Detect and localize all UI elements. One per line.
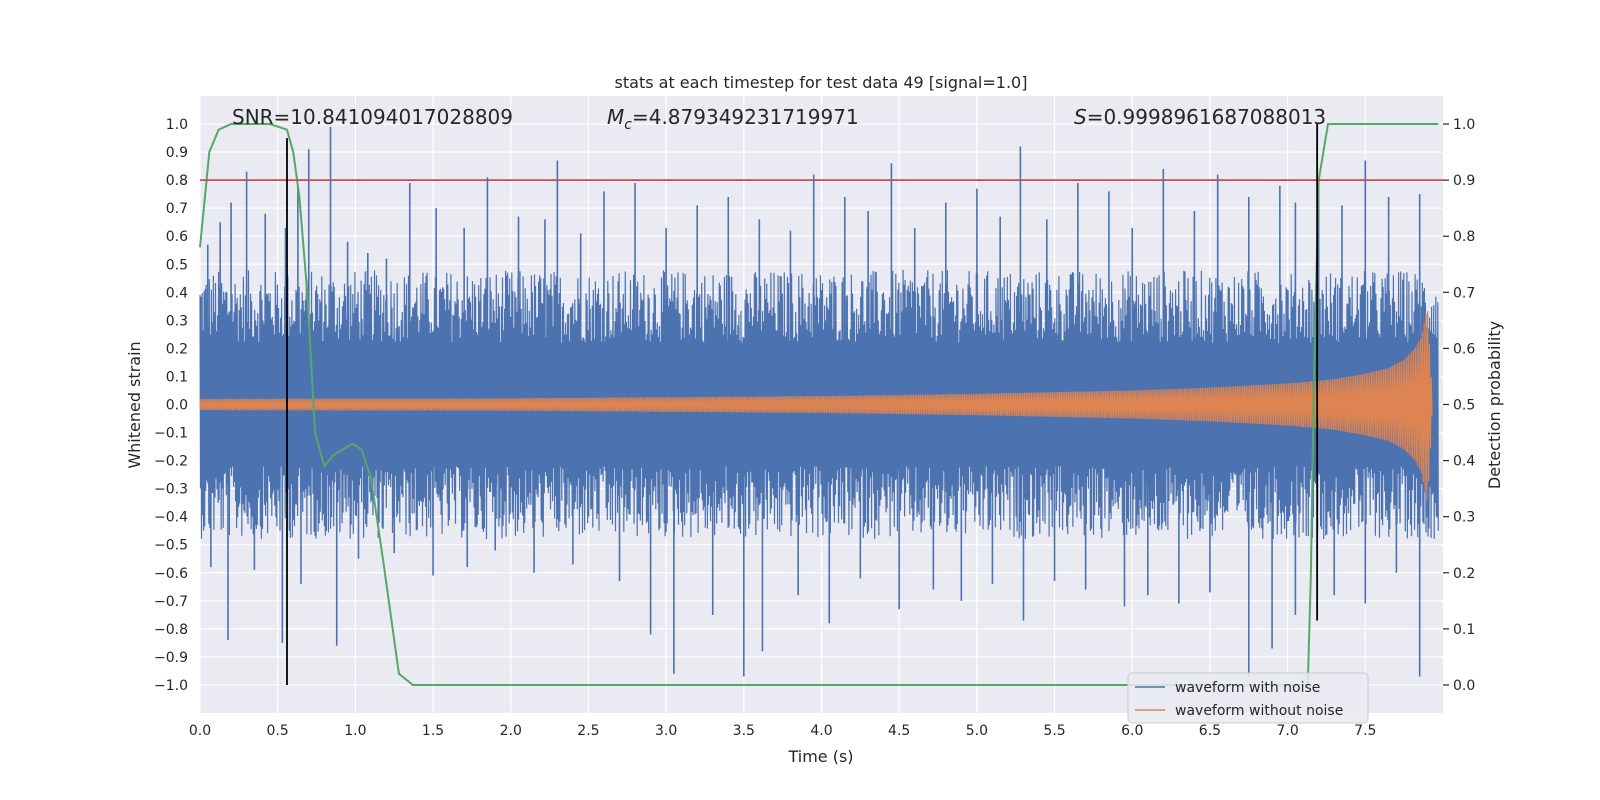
y2-tick-label: 0.3 [1453, 510, 1475, 526]
y-tick-label: 0.2 [166, 341, 188, 357]
vertical-markers [200, 124, 1443, 685]
score-symbol: S [1074, 105, 1087, 129]
chirp-mass-value: =4.879349231719971 [632, 105, 859, 129]
y2-tick-label: 0.0 [1453, 678, 1475, 694]
series-detection-probability [199, 123, 1439, 686]
x-tick-label: 5.5 [1043, 723, 1065, 739]
legend-box [1127, 672, 1369, 724]
legend: waveform with noise waveform without noi… [1127, 672, 1369, 724]
y2-axis-label: Detection probability [1485, 321, 1504, 489]
x-tick-label: 4.5 [888, 723, 910, 739]
x-tick-label: 2.5 [577, 723, 599, 739]
y-tick-label: −0.6 [154, 566, 188, 582]
y-axis-label: Whitened strain [125, 341, 144, 468]
series-waveform-with-noise [199, 126, 1439, 677]
chirp-mass-annotation: Mc=4.879349231719971 [607, 105, 859, 133]
y-tick-label: 0.1 [166, 369, 188, 385]
x-tick-label: 0.0 [189, 723, 211, 739]
y-tick-label: 0.3 [166, 313, 188, 329]
x-tick-label: 0.5 [267, 723, 289, 739]
y-tick-label: 0.6 [166, 229, 188, 245]
y-tick-label: 0.0 [166, 398, 188, 414]
y2-tick-label: 0.4 [1453, 454, 1475, 470]
legend-label-waveform-with-noise: waveform with noise [1175, 680, 1320, 696]
x-tick-label: 4.0 [810, 723, 832, 739]
x-tick-label: 6.5 [1199, 723, 1221, 739]
chirp-mass-symbol: M [607, 105, 624, 129]
detection-probability-line [199, 123, 1439, 686]
x-tick-label: 1.0 [344, 723, 366, 739]
y-tick-label: −0.9 [154, 650, 188, 666]
y2-tick-label: 0.7 [1453, 285, 1475, 301]
y-tick-label: −0.2 [154, 454, 188, 470]
chirp-mass-subscript: c [624, 117, 632, 133]
y2-tick-label: 0.1 [1453, 622, 1475, 638]
y-tick-label: 0.8 [166, 173, 188, 189]
x-tick-label: 1.5 [422, 723, 444, 739]
y2-tick-label: 0.8 [1453, 229, 1475, 245]
y2-tick-label: 0.2 [1453, 566, 1475, 582]
x-tick-label: 3.5 [733, 723, 755, 739]
waveform-with-noise-line [199, 269, 1439, 540]
y-tick-label: 0.4 [166, 285, 188, 301]
x-tick-label: 5.0 [966, 723, 988, 739]
y-tick-label: −0.8 [154, 622, 188, 638]
y-tick-label: −0.5 [154, 538, 188, 554]
x-tick-label: 7.0 [1276, 723, 1298, 739]
snr-annotation: SNR=10.841094017028809 [232, 105, 513, 129]
y-tick-labels: 1.0 0.9 0.8 0.7 0.6 0.5 0.4 0.3 0.2 0.1 0.0 −0.1 −0.… [154, 117, 188, 694]
y-tick-label: −0.4 [154, 510, 188, 526]
chart-title: stats at each timestep for test data 49 … [615, 73, 1028, 92]
score-value: =0.9998961687088013 [1087, 105, 1326, 129]
score-annotation: S=0.9998961687088013 [1074, 105, 1326, 129]
y-tick-label: 0.9 [166, 145, 188, 161]
y-tick-label: −0.7 [154, 594, 188, 610]
y-tick-label: 0.5 [166, 257, 188, 273]
y2-tick-label: 0.6 [1453, 341, 1475, 357]
series-waveform-without-noise [199, 311, 1433, 500]
y2-tick-labels: 1.0 0.9 0.8 0.7 0.6 0.5 0.4 0.3 0.2 0.1 0.0 [1443, 117, 1475, 694]
waveform-without-noise-line [199, 311, 1433, 500]
y2-tick-label: 0.5 [1453, 398, 1475, 414]
x-tick-label: 7.5 [1354, 723, 1376, 739]
x-tick-label: 2.0 [500, 723, 522, 739]
y-tick-label: 1.0 [166, 117, 188, 133]
x-tick-label: 3.0 [655, 723, 677, 739]
legend-label-waveform-without-noise: waveform without noise [1175, 703, 1343, 719]
y2-tick-label: 0.9 [1453, 173, 1475, 189]
y-tick-label: −1.0 [154, 678, 188, 694]
x-axis-label: Time (s) [787, 747, 853, 766]
y-tick-label: 0.7 [166, 201, 188, 217]
y2-tick-label: 1.0 [1453, 117, 1475, 133]
x-tick-label: 6.0 [1121, 723, 1143, 739]
y-tick-label: −0.3 [154, 482, 188, 498]
y-tick-label: −0.1 [154, 426, 188, 442]
x-tick-labels: 0.0 0.5 1.0 1.5 2.0 2.5 3.0 3.5 4.0 4.5 5.0 5.5 6.0 6… [189, 723, 1377, 739]
